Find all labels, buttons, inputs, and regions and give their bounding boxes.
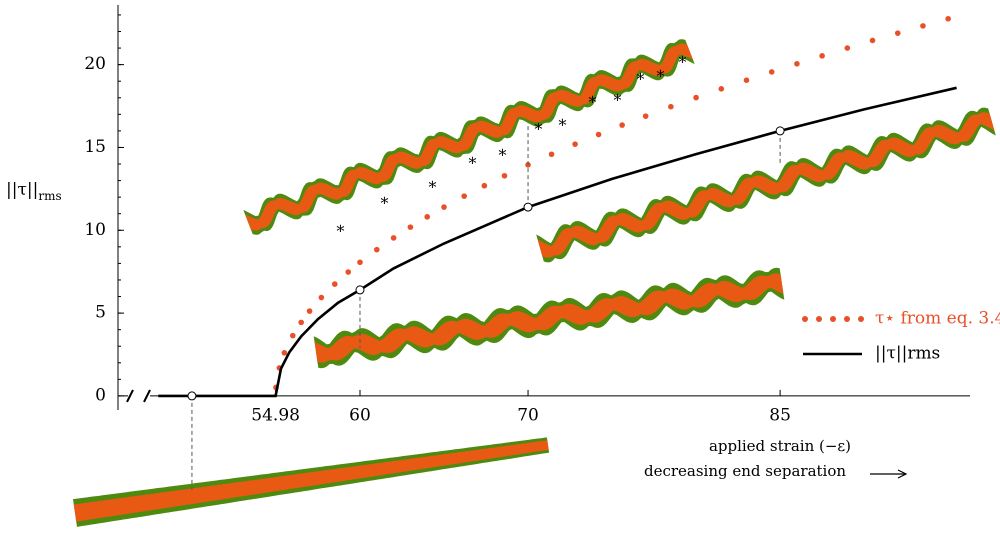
ribbon-face [537, 112, 995, 258]
data-dot [390, 235, 397, 241]
data-dot [424, 214, 431, 220]
data-dot [668, 103, 674, 110]
data-dot [945, 15, 951, 22]
asterisk-marker: ∗ [533, 117, 544, 136]
ribbon-face [245, 43, 693, 231]
x-tick-label: 60 [349, 405, 371, 425]
data-dot [441, 204, 447, 210]
data-dot [281, 350, 288, 356]
data-dot [373, 246, 380, 253]
arrow-head [897, 469, 908, 479]
asterisk-marker: ∗ [497, 143, 508, 162]
data-dot [345, 269, 352, 275]
y-tick-label: 5 [95, 303, 106, 323]
x-tick-label: 85 [769, 405, 791, 425]
ribbon-face [73, 440, 549, 522]
legend-dot [830, 316, 836, 322]
point-marker [775, 126, 785, 136]
data-dot [768, 69, 775, 75]
data-dot [331, 281, 338, 287]
data-dot [693, 94, 699, 101]
data-dot [894, 30, 901, 36]
legend-dot [816, 316, 822, 322]
data-dot [501, 172, 508, 179]
axis-break [126, 389, 134, 403]
legend-dot [802, 316, 808, 322]
data-dot [619, 122, 625, 128]
legend-label: τ⋆ from eq. 3.4 [875, 309, 1000, 329]
asterisk-marker: ∗ [587, 90, 598, 109]
y-label-sub: rms [38, 189, 61, 203]
data-dot [298, 319, 304, 326]
data-dot [844, 45, 851, 51]
data-dot [869, 37, 876, 44]
x-axis-label: decreasing end separation [644, 462, 846, 480]
ribbons: ∗ ∗ ∗ ∗ ∗ ∗ ∗ ∗ ∗ ∗ ∗ ∗ [73, 39, 996, 527]
asterisk-marker: ∗ [557, 113, 568, 132]
asterisk-marker: ∗ [635, 67, 646, 86]
point-marker [523, 202, 533, 212]
ribbon-face [314, 273, 784, 363]
y-label-main: ||τ|| [6, 180, 38, 200]
data-dot [920, 23, 926, 29]
y-tick-label: 20 [84, 54, 106, 74]
asterisk-marker: ∗ [379, 191, 390, 210]
point-marker [355, 285, 365, 295]
data-dot [306, 308, 313, 314]
data-dot [819, 53, 825, 59]
data-dot [794, 61, 800, 67]
data-dot [595, 131, 602, 138]
y-axis-label: ||τ||rms [6, 180, 62, 203]
data-dot [357, 259, 363, 266]
asterisk-marker: ∗ [677, 50, 688, 69]
legend-label: ||τ||rms [875, 344, 940, 364]
data-dot [572, 141, 578, 147]
data-dot [642, 113, 649, 119]
asterisk-marker: ∗ [655, 64, 666, 83]
data-dot [407, 224, 414, 230]
asterisk-marker: ∗ [427, 175, 438, 194]
legend-dot [844, 316, 850, 322]
data-dot [461, 193, 467, 199]
x-tick-label: 54.98 [251, 405, 300, 425]
data-dot [289, 332, 296, 339]
y-tick-label: 10 [84, 220, 106, 240]
data-dot [548, 151, 555, 158]
data-dot [318, 294, 325, 301]
x-tick-label: 70 [517, 405, 539, 425]
legend-dot [858, 316, 864, 322]
data-dot [718, 86, 725, 92]
y-tick-label: 15 [84, 137, 106, 157]
axis-break [143, 389, 151, 403]
point-marker [187, 391, 197, 401]
asterisk-marker: ∗ [335, 219, 346, 238]
asterisk-marker: ∗ [467, 151, 478, 170]
data-dot [481, 182, 488, 189]
asterisk-marker: ∗ [612, 88, 623, 107]
data-dot [743, 77, 750, 84]
x-axis-label: applied strain (−ε) [709, 437, 851, 455]
y-tick-label: 0 [95, 385, 106, 405]
